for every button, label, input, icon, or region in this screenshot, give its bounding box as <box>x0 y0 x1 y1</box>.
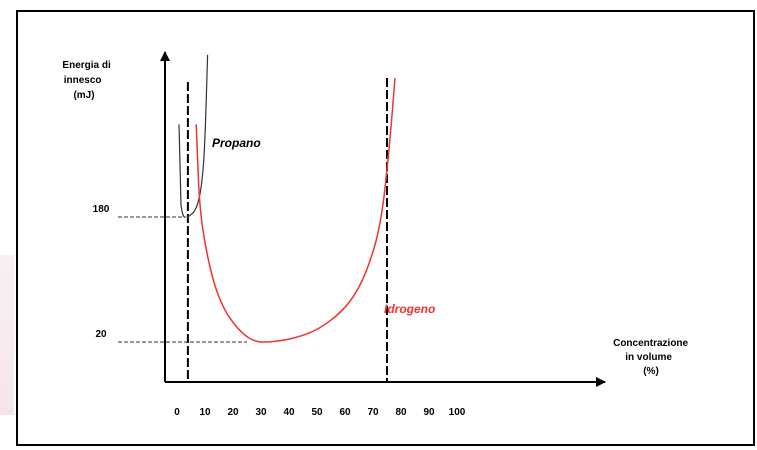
y-axis-label: Energia di innesco (mJ) <box>62 60 113 101</box>
series-line-propano <box>186 54 209 218</box>
x-tick-label-90: 90 <box>423 407 435 418</box>
x-tick-label-40: 40 <box>283 407 295 418</box>
y-tick-label-180: 180 <box>93 204 110 215</box>
x-axis-label-line-3: (%) <box>643 366 659 377</box>
x-tick-label-30: 30 <box>255 407 267 418</box>
flammability-limit-lines <box>186 78 388 382</box>
y-axis-label-line-1: Energia di <box>62 60 111 71</box>
x-axis-label-line-1: Concentrazione <box>613 338 688 349</box>
x-tick-label-70: 70 <box>367 407 379 418</box>
x-axis-label: Concentrazione in volume (%) <box>613 338 691 377</box>
y-tick-labels: 20 180 <box>93 204 110 340</box>
series-line-idrogeno <box>195 77 396 343</box>
x-tick-label-80: 80 <box>395 407 407 418</box>
x-tick-label-20: 20 <box>227 407 239 418</box>
series-label-idrogeno: Idrogeno <box>384 302 435 316</box>
x-tick-label-100: 100 <box>449 407 466 418</box>
decorative-side-tint <box>0 255 14 415</box>
x-axis-label-line-2: in volume <box>625 352 672 363</box>
y-tick-label-20: 20 <box>95 329 107 340</box>
series-line-propano-left-branch <box>178 124 186 218</box>
y-leader-lines <box>118 216 247 343</box>
y-axis-label-line-2: innesco <box>64 75 102 86</box>
series-curves <box>178 54 396 343</box>
series-label-propano: Propano <box>212 136 261 150</box>
x-tick-label-60: 60 <box>339 407 351 418</box>
x-tick-label-10: 10 <box>199 407 211 418</box>
x-tick-labels: 0 10 20 30 40 50 60 70 80 90 100 <box>174 407 466 418</box>
y-axis-label-line-3: (mJ) <box>73 90 94 101</box>
x-tick-label-0: 0 <box>174 407 180 418</box>
x-tick-label-50: 50 <box>311 407 323 418</box>
chart-frame <box>16 10 755 446</box>
